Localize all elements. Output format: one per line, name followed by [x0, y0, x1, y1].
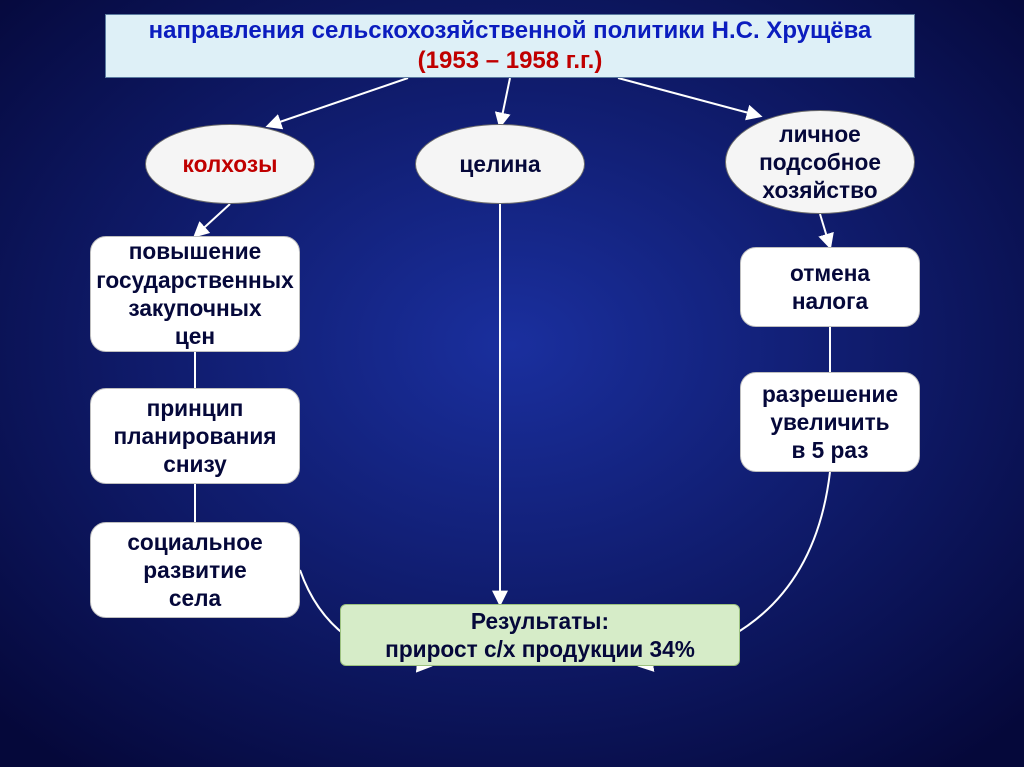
ellipse-kolkhozy: колхозы	[145, 124, 315, 204]
ellipse-label: личноеподсобноехозяйство	[759, 120, 881, 205]
box-tax: отменаналога	[740, 247, 920, 327]
connector	[195, 204, 230, 236]
box-prices: повышениегосударственныхзакупочныхцен	[90, 236, 300, 352]
result-box: Результаты:прирост с/х продукции 34%	[340, 604, 740, 666]
box-social: социальноеразвитиесела	[90, 522, 300, 618]
box-label: социальноеразвитиесела	[127, 528, 262, 613]
box-label: принциппланированияснизу	[113, 394, 276, 479]
connector	[618, 78, 760, 116]
connector	[820, 214, 830, 247]
box-permit: разрешениеувеличитьв 5 раз	[740, 372, 920, 472]
box-label: повышениегосударственныхзакупочныхцен	[96, 237, 293, 350]
title-line-1: направления сельскохозяйственной политик…	[149, 16, 872, 46]
box-label: отменаналога	[790, 259, 870, 316]
ellipse-label: целина	[459, 150, 540, 178]
ellipse-tselina: целина	[415, 124, 585, 204]
ellipse-lph: личноеподсобноехозяйство	[725, 110, 915, 214]
result-text: Результаты:прирост с/х продукции 34%	[385, 607, 695, 664]
title-line-2: (1953 – 1958 г.г.)	[149, 46, 872, 76]
ellipse-label: колхозы	[183, 150, 278, 178]
connector	[500, 78, 510, 126]
connector	[268, 78, 408, 126]
diagram-title: направления сельскохозяйственной политик…	[105, 14, 915, 78]
box-planning: принциппланированияснизу	[90, 388, 300, 484]
box-label: разрешениеувеличитьв 5 раз	[762, 380, 898, 465]
